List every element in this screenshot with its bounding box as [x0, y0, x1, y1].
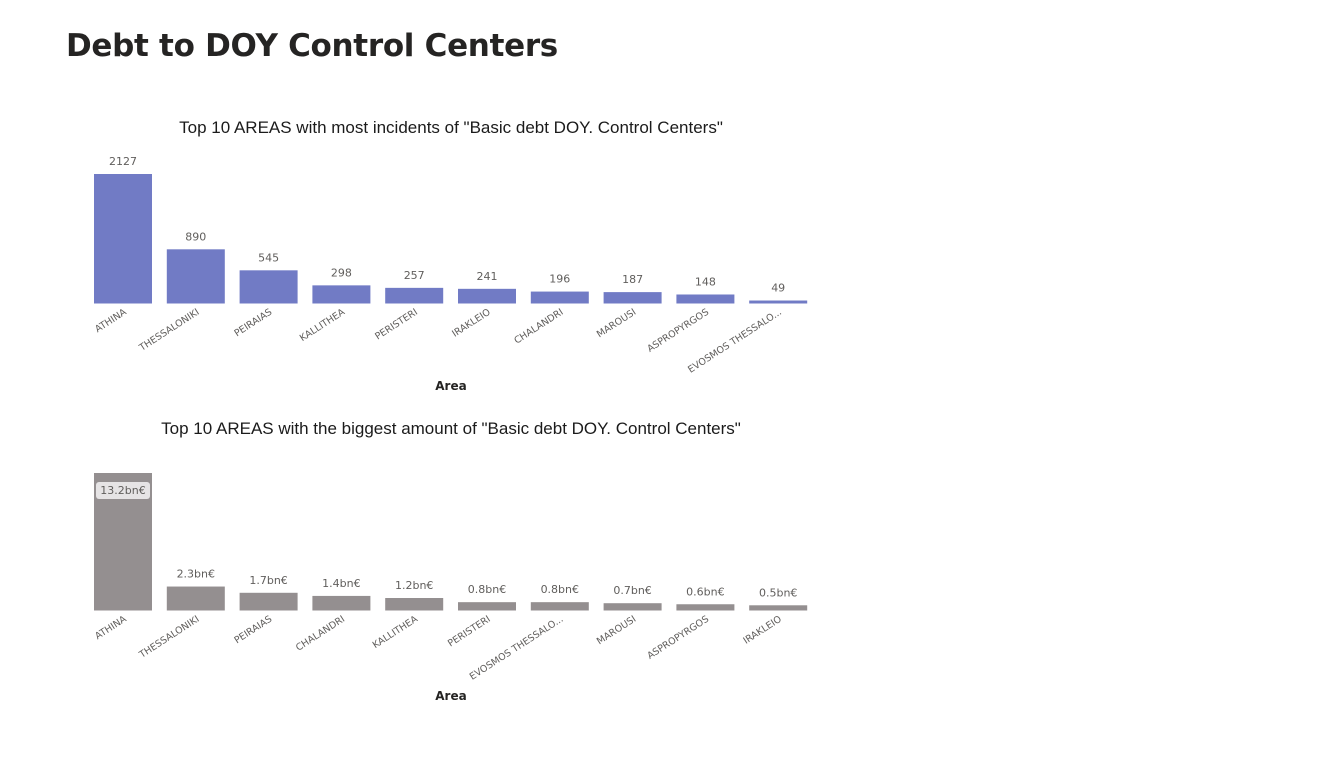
page-title: Debt to DOY Control Centers [66, 28, 558, 64]
data-label-7: 196 [549, 273, 570, 286]
data-label-9: 148 [695, 275, 716, 288]
x-tick-label-6: IRAKLEIO [450, 307, 492, 340]
bar-10[interactable] [749, 605, 808, 611]
data-label-5: 1.2bn€ [395, 579, 433, 592]
x-axis-title: Area [435, 689, 466, 703]
data-label-1: 2127 [109, 155, 137, 168]
bar-7[interactable] [530, 291, 589, 304]
data-label-9: 0.6bn€ [686, 585, 724, 598]
x-tick-label-7: CHALANDRI [512, 307, 565, 347]
bar-7[interactable] [530, 602, 589, 611]
incidents-bar-chart: Top 10 AREAS with most incidents of "Bas… [93, 118, 808, 393]
bar-6[interactable] [458, 288, 516, 304]
bar-1[interactable] [94, 174, 152, 304]
chart-title: Top 10 AREAS with the biggest amount of … [161, 419, 741, 438]
data-label-3: 545 [258, 251, 279, 264]
x-tick-label-3: PEIRAIAS [233, 307, 275, 339]
bar-8[interactable] [603, 603, 662, 611]
bar-3[interactable] [239, 592, 298, 611]
bar-2[interactable] [166, 586, 225, 611]
data-label-6: 0.8bn€ [468, 583, 506, 596]
x-tick-label-4: KALLITHEA [298, 307, 348, 344]
x-tick-label-8: MAROUSI [595, 614, 638, 647]
x-tick-label-5: KALLITHEA [371, 614, 421, 651]
x-tick-label-9: ASPROPYRGOS [645, 614, 711, 662]
bar-3[interactable] [239, 270, 298, 304]
data-label-5: 257 [404, 269, 425, 282]
bar-5[interactable] [385, 598, 444, 611]
x-tick-label-10: IRAKLEIO [742, 614, 784, 647]
data-label-2: 2.3bn€ [177, 568, 215, 581]
bar-6[interactable] [458, 602, 516, 611]
x-tick-label-1: ATHINA [93, 614, 129, 643]
data-label-6: 241 [477, 270, 498, 283]
x-tick-label-4: CHALANDRI [294, 614, 347, 654]
data-label-10: 0.5bn€ [759, 586, 797, 599]
bar-5[interactable] [385, 287, 444, 304]
data-label-7: 0.8bn€ [541, 583, 579, 596]
bar-10[interactable] [749, 300, 808, 304]
data-label-2: 890 [185, 230, 206, 243]
bar-9[interactable] [676, 294, 735, 304]
data-label-8: 0.7bn€ [613, 584, 651, 597]
data-label-4: 1.4bn€ [322, 577, 360, 590]
bar-4[interactable] [312, 595, 371, 611]
x-axis-title: Area [435, 379, 466, 393]
data-label-4: 298 [331, 266, 352, 279]
x-tick-label-1: ATHINA [93, 307, 129, 336]
x-tick-label-6: PERISTERI [446, 614, 493, 650]
bar-8[interactable] [603, 292, 662, 304]
data-label-8: 187 [622, 273, 643, 286]
amount-bar-chart: Top 10 AREAS with the biggest amount of … [93, 419, 808, 703]
x-tick-label-8: MAROUSI [595, 307, 638, 340]
bar-9[interactable] [676, 604, 735, 611]
data-label-1: 13.2bn€ [100, 484, 145, 497]
chart-title: Top 10 AREAS with most incidents of "Bas… [179, 118, 723, 137]
bar-2[interactable] [166, 249, 225, 304]
x-tick-label-2: THESSALONIKI [137, 614, 202, 661]
data-label-background [96, 482, 150, 499]
data-label-10: 49 [771, 282, 785, 295]
x-tick-label-5: PERISTERI [373, 307, 420, 343]
bar-4[interactable] [312, 285, 371, 304]
data-label-3: 1.7bn€ [249, 574, 287, 587]
x-tick-label-3: PEIRAIAS [233, 614, 275, 646]
x-tick-label-2: THESSALONIKI [137, 307, 202, 354]
x-tick-label-9: ASPROPYRGOS [645, 307, 711, 355]
